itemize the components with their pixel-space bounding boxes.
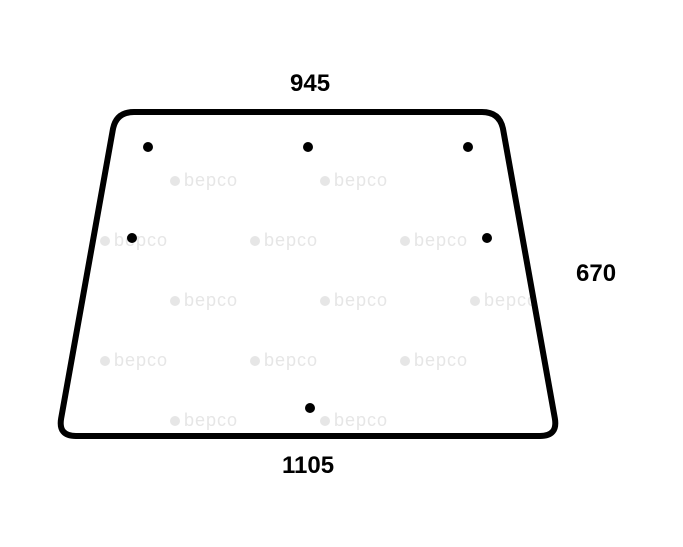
mounting-hole [305,403,315,413]
mounting-hole [303,142,313,152]
mounting-hole [127,233,137,243]
mounting-hole [463,142,473,152]
dimension-bottom-width: 1105 [282,452,334,480]
diagram-stage: bepcobepcobepcobepcobepcobepcobepcobepco… [0,0,683,547]
mounting-holes [127,142,492,413]
glass-outline [61,112,556,436]
mounting-hole [143,142,153,152]
mounting-hole [482,233,492,243]
dimension-right-height: 670 [576,260,616,288]
dimension-top-width: 945 [290,70,330,98]
